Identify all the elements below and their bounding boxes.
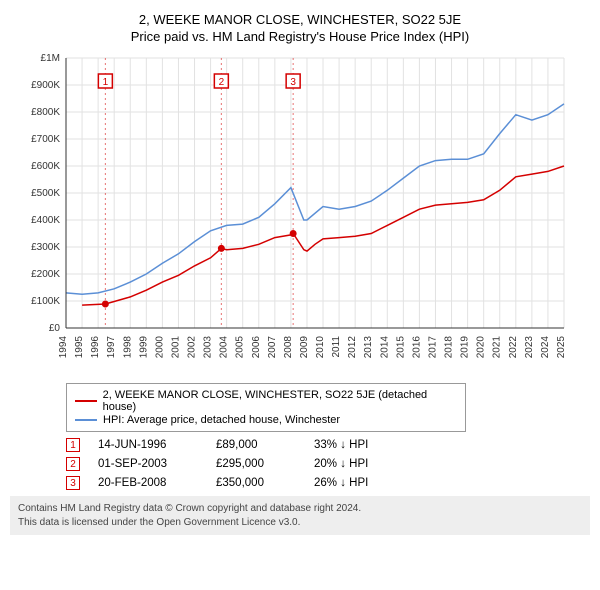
svg-text:1994: 1994: [58, 336, 69, 359]
legend-swatch: [75, 419, 97, 421]
legend-swatch: [75, 400, 97, 402]
svg-text:3: 3: [290, 77, 296, 88]
event-price: £350,000: [216, 477, 296, 489]
svg-text:2002: 2002: [187, 336, 198, 359]
event-date: 20-FEB-2008: [98, 477, 198, 489]
svg-text:2004: 2004: [219, 336, 230, 359]
line-chart-svg: £0 £100K £200K £300K £400K £500K £600K £700K £80…: [10, 52, 570, 372]
legend-label: HPI: Average price, detached house, Winc…: [103, 414, 340, 426]
event-delta: 26% ↓ HPI: [314, 477, 368, 489]
svg-text:£700K: £700K: [31, 134, 60, 145]
svg-text:£100K: £100K: [31, 296, 60, 307]
svg-text:2007: 2007: [267, 336, 278, 359]
event-marker: 3: [66, 476, 80, 490]
svg-text:2008: 2008: [283, 336, 294, 359]
svg-text:£0: £0: [49, 323, 61, 334]
svg-text:£500K: £500K: [31, 188, 60, 199]
event-row: 1 14-JUN-1996 £89,000 33% ↓ HPI: [66, 438, 590, 452]
svg-text:1996: 1996: [90, 336, 101, 359]
svg-text:2024: 2024: [540, 336, 551, 359]
svg-text:£400K: £400K: [31, 215, 60, 226]
svg-text:£300K: £300K: [31, 242, 60, 253]
legend-item: 2, WEEKE MANOR CLOSE, WINCHESTER, SO22 5…: [75, 389, 457, 413]
svg-text:£800K: £800K: [31, 107, 60, 118]
event-list: 1 14-JUN-1996 £89,000 33% ↓ HPI 2 01-SEP-2003…: [66, 438, 590, 490]
event-date: 14-JUN-1996: [98, 439, 198, 451]
svg-text:2020: 2020: [476, 336, 487, 359]
svg-text:2025: 2025: [556, 336, 567, 359]
svg-text:2003: 2003: [203, 336, 214, 359]
chart-area: £0 £100K £200K £300K £400K £500K £600K £700K £80…: [10, 52, 590, 377]
svg-text:2012: 2012: [347, 336, 358, 359]
footer-line-1: Contains HM Land Registry data © Crown c…: [18, 502, 582, 516]
event-price: £295,000: [216, 458, 296, 470]
svg-text:£1M: £1M: [41, 53, 60, 64]
event-row: 2 01-SEP-2003 £295,000 20% ↓ HPI: [66, 457, 590, 471]
svg-text:1: 1: [103, 77, 109, 88]
svg-text:2016: 2016: [411, 336, 422, 359]
chart-title: 2, WEEKE MANOR CLOSE, WINCHESTER, SO22 5…: [10, 12, 590, 27]
svg-text:2021: 2021: [492, 336, 503, 359]
event-delta: 20% ↓ HPI: [314, 458, 368, 470]
svg-text:1998: 1998: [122, 336, 133, 359]
legend-label: 2, WEEKE MANOR CLOSE, WINCHESTER, SO22 5…: [103, 389, 457, 413]
legend-item: HPI: Average price, detached house, Winc…: [75, 414, 457, 426]
event-date: 01-SEP-2003: [98, 458, 198, 470]
svg-text:2022: 2022: [508, 336, 519, 359]
svg-text:2011: 2011: [331, 336, 342, 358]
svg-text:2019: 2019: [460, 336, 471, 359]
footer-line-2: This data is licensed under the Open Gov…: [18, 516, 582, 530]
svg-text:2018: 2018: [444, 336, 455, 359]
svg-text:2013: 2013: [363, 336, 374, 359]
footer-attribution: Contains HM Land Registry data © Crown c…: [10, 496, 590, 535]
svg-text:2: 2: [219, 77, 225, 88]
svg-text:1995: 1995: [74, 336, 85, 359]
event-row: 3 20-FEB-2008 £350,000 26% ↓ HPI: [66, 476, 590, 490]
svg-text:2015: 2015: [395, 336, 406, 359]
svg-text:2009: 2009: [299, 336, 310, 359]
svg-text:1999: 1999: [138, 336, 149, 359]
svg-text:£900K: £900K: [31, 80, 60, 91]
svg-text:£600K: £600K: [31, 161, 60, 172]
svg-text:2001: 2001: [170, 336, 181, 359]
svg-text:2006: 2006: [251, 336, 262, 359]
svg-text:1997: 1997: [106, 336, 117, 359]
svg-text:2014: 2014: [379, 336, 390, 359]
svg-text:2017: 2017: [427, 336, 438, 359]
event-marker: 2: [66, 457, 80, 471]
svg-text:2005: 2005: [235, 336, 246, 359]
legend: 2, WEEKE MANOR CLOSE, WINCHESTER, SO22 5…: [66, 383, 466, 432]
event-marker: 1: [66, 438, 80, 452]
event-delta: 33% ↓ HPI: [314, 439, 368, 451]
svg-text:£200K: £200K: [31, 269, 60, 280]
svg-text:2000: 2000: [154, 336, 165, 359]
svg-text:2023: 2023: [524, 336, 535, 359]
chart-subtitle: Price paid vs. HM Land Registry's House …: [10, 29, 590, 44]
svg-text:2010: 2010: [315, 336, 326, 359]
event-price: £89,000: [216, 439, 296, 451]
